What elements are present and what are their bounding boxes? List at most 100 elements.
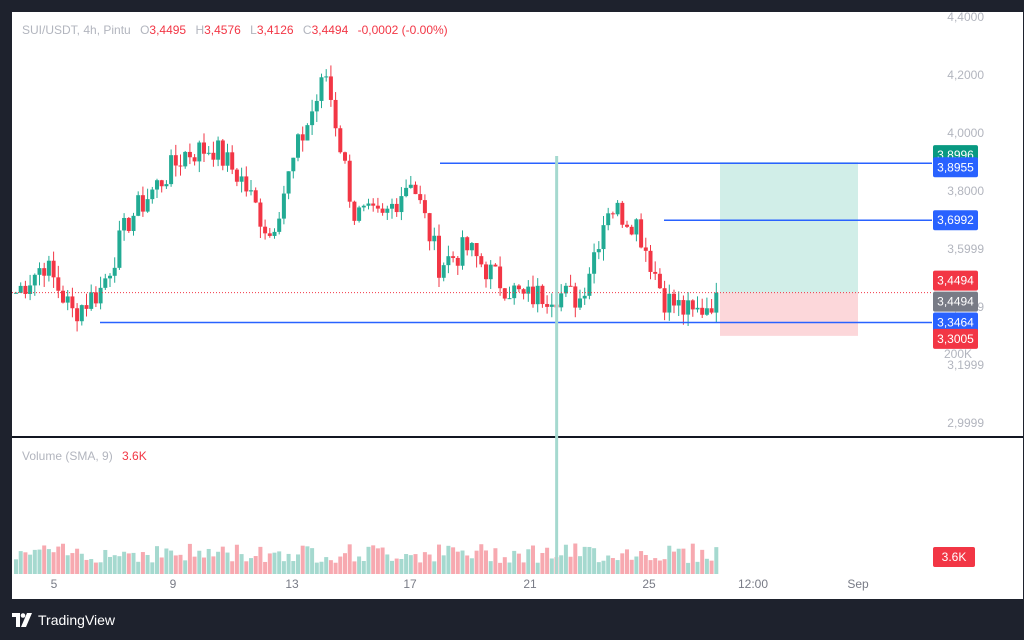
low-value: 3,4126 xyxy=(256,23,294,37)
time-tick-label: 9 xyxy=(170,577,177,591)
volume-bar xyxy=(474,550,479,574)
time-tick-label: 5 xyxy=(51,577,58,591)
volume-bar xyxy=(620,553,625,574)
volume-bar xyxy=(46,549,51,574)
time-tick-label: 21 xyxy=(523,577,537,591)
candle-body xyxy=(690,300,695,310)
volume-bar xyxy=(563,544,568,574)
candle-body xyxy=(667,293,672,313)
candle-body xyxy=(404,187,409,197)
candle-body xyxy=(648,250,653,272)
price-chart[interactable]: 4,40004,20004,00003,80003,59993,39993,19… xyxy=(12,12,1023,599)
volume-bar xyxy=(582,546,587,574)
candle-body xyxy=(338,128,343,153)
volume-bar xyxy=(437,544,441,574)
volume-bar xyxy=(14,559,18,574)
volume-bar xyxy=(37,549,42,574)
candle-body xyxy=(657,273,662,289)
candle-body xyxy=(324,76,329,78)
volume-bar xyxy=(65,555,70,574)
candle-body xyxy=(488,264,493,280)
volume-bar xyxy=(573,543,578,574)
candle-body xyxy=(206,152,211,154)
candles xyxy=(14,65,719,332)
time-axis[interactable]: 5 9 13 17 21 25 12:00 Sep xyxy=(51,577,869,591)
candle-body xyxy=(70,296,75,309)
volume-bar xyxy=(578,556,582,574)
volume-axis[interactable]: 200K xyxy=(944,347,972,361)
volume-bar xyxy=(634,556,639,574)
volume-bar xyxy=(126,553,131,574)
chart-frame[interactable]: 4,40004,20004,00003,80003,59993,39993,19… xyxy=(12,12,1023,599)
loss-zone xyxy=(720,292,858,336)
volume-bar xyxy=(441,555,446,574)
volume-legend-label: Volume (SMA, 9) xyxy=(22,449,113,463)
candle-body xyxy=(145,199,150,212)
volume-bar xyxy=(681,548,686,574)
high-key: H xyxy=(195,23,205,37)
candle-body xyxy=(286,171,291,194)
volume-bar xyxy=(267,553,272,574)
volume-bar xyxy=(653,558,658,574)
brand-name: TradingView xyxy=(38,612,116,628)
volume-bar xyxy=(216,551,221,574)
symbol-legend[interactable]: SUI/USDT, 4h, Pintu O3,4495 H3,4576 L3,4… xyxy=(22,23,448,37)
candle-body xyxy=(531,286,535,305)
price-label-current: 3,4494 xyxy=(933,291,978,312)
candle-body xyxy=(653,271,658,274)
candle-body xyxy=(643,247,648,251)
candle-body xyxy=(328,76,333,100)
candle-body xyxy=(131,215,136,231)
candle-body xyxy=(61,290,65,303)
price-axis[interactable]: 4,40004,20004,00003,80003,59993,39993,19… xyxy=(947,12,984,430)
change-value: -0,0002 (-0.00%) xyxy=(357,23,448,37)
volume-bar xyxy=(28,554,33,574)
candle-body xyxy=(446,256,451,266)
volume-bar xyxy=(469,558,474,574)
candle-body xyxy=(277,218,282,232)
candle-body xyxy=(51,260,56,278)
volume-bar xyxy=(460,550,465,574)
candle-body xyxy=(563,285,568,294)
volume-bar xyxy=(117,556,122,574)
price-label-last: 3,4494 xyxy=(933,270,978,291)
candle-body xyxy=(28,285,33,294)
candle-body xyxy=(502,288,507,299)
candle-body xyxy=(239,176,244,182)
candle-body xyxy=(484,264,488,280)
candle-body xyxy=(79,305,84,322)
volume-bars xyxy=(14,156,719,574)
volume-bar xyxy=(399,559,404,574)
candle-body xyxy=(310,111,315,126)
volume-bar xyxy=(700,549,705,574)
candle-body xyxy=(620,202,625,225)
volume-bar xyxy=(422,552,427,574)
volume-bar xyxy=(601,560,606,574)
candle-body xyxy=(211,152,216,160)
volume-bar xyxy=(197,550,202,574)
volume-bar xyxy=(676,548,681,574)
volume-bar xyxy=(427,554,432,574)
price-label-line: 3,6992 xyxy=(933,210,978,231)
volume-bar xyxy=(545,547,550,574)
candle-body xyxy=(202,142,206,154)
candle-body xyxy=(390,203,394,209)
volume-bar xyxy=(122,551,127,574)
volume-bar xyxy=(404,554,409,574)
candle-body xyxy=(695,307,700,310)
price-label-bg xyxy=(933,328,978,349)
volume-bar xyxy=(535,562,540,574)
candle-body xyxy=(629,226,634,235)
candle-body xyxy=(465,237,470,251)
volume-bar xyxy=(286,553,291,574)
volume-bar xyxy=(526,549,531,574)
price-label-bg xyxy=(933,312,978,333)
candle-body xyxy=(253,190,258,203)
volume-bar xyxy=(150,562,155,574)
candle-body xyxy=(615,202,620,215)
candle-body xyxy=(126,217,131,231)
volume-bar xyxy=(643,555,648,574)
volume-bar xyxy=(178,554,183,574)
volume-legend[interactable]: Volume (SMA, 9) 3.6K xyxy=(22,449,147,463)
candle-body xyxy=(187,151,192,158)
